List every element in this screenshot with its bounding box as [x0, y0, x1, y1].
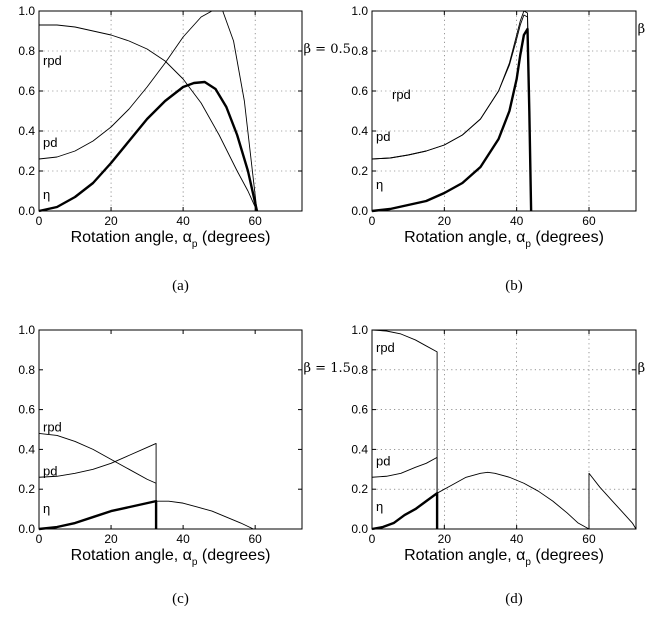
series-line-pd: [38, 10, 258, 212]
beta-annotation: β = 1.0: [638, 22, 647, 37]
y-tick-label: 0.0: [18, 522, 35, 536]
y-tick-label: 0.6: [18, 84, 35, 98]
x-axis-label: Rotation angle, αp (degrees): [71, 547, 271, 568]
x-tick-label: 20: [104, 214, 118, 228]
beta-annotation: β = 0.5: [304, 42, 351, 57]
y-tick-label: 0.6: [18, 403, 35, 417]
panel-caption: (b): [505, 278, 523, 294]
plot-frame: [38, 329, 303, 530]
x-tick-label: 40: [510, 532, 524, 546]
y-tick-label: 1.0: [351, 4, 368, 18]
y-tick-label: 0.0: [351, 522, 368, 536]
series-line-eta: [38, 80, 259, 213]
x-tick-label: 60: [248, 532, 262, 546]
series-label-pd: pd: [376, 453, 390, 468]
series-label-rpd: rpd: [43, 53, 62, 68]
x-axis-label: Rotation angle, αp (degrees): [404, 547, 604, 568]
series-label-eta: η: [43, 501, 50, 516]
x-tick-label: 40: [176, 532, 190, 546]
x-tick-label: 40: [510, 214, 524, 228]
chart-panel-2: 0 20 40 60 0.0 0.2 0.4 0.6 0.8 1.0 Rotation angle,…: [351, 4, 647, 294]
x-tick-label: 60: [248, 214, 262, 228]
plot-frame: [371, 329, 637, 530]
series-line-eta: [371, 491, 439, 531]
series-label-rpd: rpd: [392, 87, 411, 102]
x-tick-label: 0: [36, 214, 43, 228]
y-tick-label: 1.0: [351, 323, 368, 337]
y-tick-label: 0.2: [351, 164, 368, 178]
x-tick-label: 60: [582, 532, 596, 546]
series-line-continuation-4: [588, 472, 637, 530]
chart-panel-1: 0 20 40 60 0.0 0.2 0.4 0.6 0.8 1.0 Rotation angle,…: [18, 4, 351, 294]
x-tick-label: 60: [582, 214, 596, 228]
chart-panel-4: 0 20 40 60 0.0 0.2 0.4 0.6 0.8 1.0 Rotation angle,…: [351, 323, 647, 607]
y-tick-label: 0.8: [351, 44, 368, 58]
series-line-continuation-3: [436, 471, 590, 530]
series-line-pd: [38, 442, 157, 529]
series-label-eta: η: [376, 177, 383, 192]
panel-caption: (a): [172, 278, 189, 294]
y-tick-label: 0.6: [351, 403, 368, 417]
y-tick-label: 1.0: [18, 4, 35, 18]
y-tick-label: 0.2: [351, 482, 368, 496]
x-tick-label: 20: [104, 532, 118, 546]
series-line-pd: [371, 456, 438, 529]
series-line-rpd: [371, 329, 438, 494]
series-label-pd: pd: [43, 135, 57, 150]
y-tick-label: 0.0: [18, 204, 35, 218]
x-tick-label: 0: [369, 532, 376, 546]
y-tick-label: 0.4: [18, 124, 35, 138]
panel-caption: (c): [172, 591, 189, 607]
series-label-pd: pd: [376, 129, 390, 144]
y-tick-label: 0.8: [351, 363, 368, 377]
plot-frame: [38, 10, 303, 212]
series-label-rpd: rpd: [376, 340, 395, 355]
series-line-rpd: [39, 24, 258, 212]
x-tick-label: 0: [36, 532, 43, 546]
beta-annotation: β = 3.0: [638, 361, 647, 376]
chart-panel-3: 0 20 40 60 0.0 0.2 0.4 0.6 0.8 1.0 Rotation angle,…: [18, 323, 351, 607]
panel-caption: (d): [505, 591, 523, 607]
series-line-rpd: [371, 10, 532, 212]
y-tick-label: 0.4: [18, 442, 35, 456]
series-label-pd: pd: [43, 463, 57, 478]
series-line-eta: [371, 27, 533, 213]
y-tick-label: 0.2: [18, 482, 35, 496]
y-tick-label: 0.0: [351, 204, 368, 218]
x-tick-label: 40: [176, 214, 190, 228]
x-axis-label: Rotation angle, αp (degrees): [71, 229, 271, 250]
y-tick-label: 0.4: [351, 442, 368, 456]
beta-annotation: β = 1.5: [304, 361, 351, 376]
series-label-rpd: rpd: [43, 420, 62, 435]
y-tick-label: 0.4: [351, 124, 368, 138]
series-line-rpd: [38, 433, 157, 529]
series-label-eta: η: [43, 187, 50, 202]
y-tick-label: 0.2: [18, 164, 35, 178]
x-tick-label: 0: [369, 214, 376, 228]
y-tick-label: 0.8: [18, 363, 35, 377]
x-tick-label: 20: [438, 532, 452, 546]
plot-frame: [371, 10, 637, 212]
x-tick-label: 20: [438, 214, 452, 228]
series-line-continuation-3: [156, 500, 254, 530]
series-line-eta: [38, 499, 158, 531]
series-line-pd: [371, 14, 532, 212]
y-tick-label: 1.0: [18, 323, 35, 337]
y-tick-label: 0.6: [351, 84, 368, 98]
y-tick-label: 0.8: [18, 44, 35, 58]
x-axis-label: Rotation angle, αp (degrees): [404, 229, 604, 250]
series-label-eta: η: [376, 499, 383, 514]
